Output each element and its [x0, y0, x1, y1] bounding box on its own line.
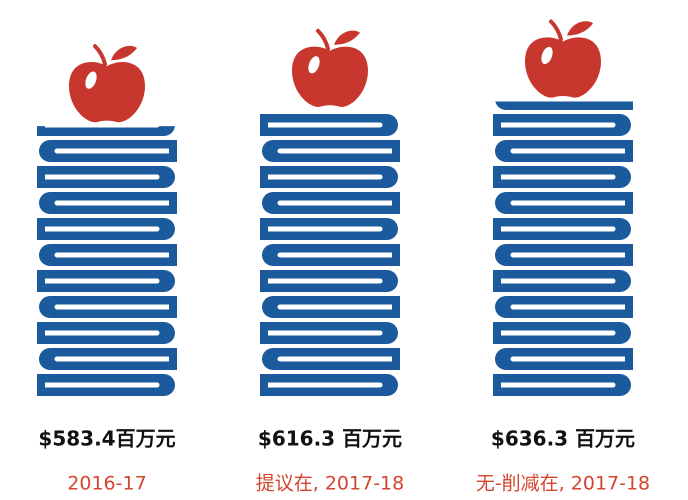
- value-label: $636.3 百万元: [491, 427, 635, 451]
- apple-body: [292, 46, 368, 107]
- apple-leaf: [567, 21, 593, 36]
- apple-leaf: [334, 30, 360, 45]
- value-label: $583.4百万元: [38, 427, 175, 451]
- category-label: 提议在, 2017-18: [256, 473, 404, 495]
- apple-shine: [308, 56, 320, 74]
- apple-stem: [93, 44, 107, 67]
- apple-body: [525, 37, 601, 98]
- apple-body: [69, 61, 145, 123]
- category-label: 2016-17: [67, 473, 146, 495]
- book-stack: [493, 101, 633, 399]
- apple-icon: [525, 19, 601, 98]
- apple-stem: [549, 19, 563, 42]
- apple-icon: [292, 28, 368, 107]
- book-stack: [260, 110, 400, 398]
- apple-leaf: [111, 45, 137, 61]
- apple-shine: [85, 71, 97, 89]
- apple-icon: [69, 44, 145, 123]
- category-label: 无-削减在, 2017-18: [476, 473, 650, 495]
- apple-shine: [541, 46, 553, 65]
- book-stack: [37, 126, 177, 399]
- apple-stem: [316, 28, 330, 51]
- value-label: $616.3 百万元: [258, 427, 402, 451]
